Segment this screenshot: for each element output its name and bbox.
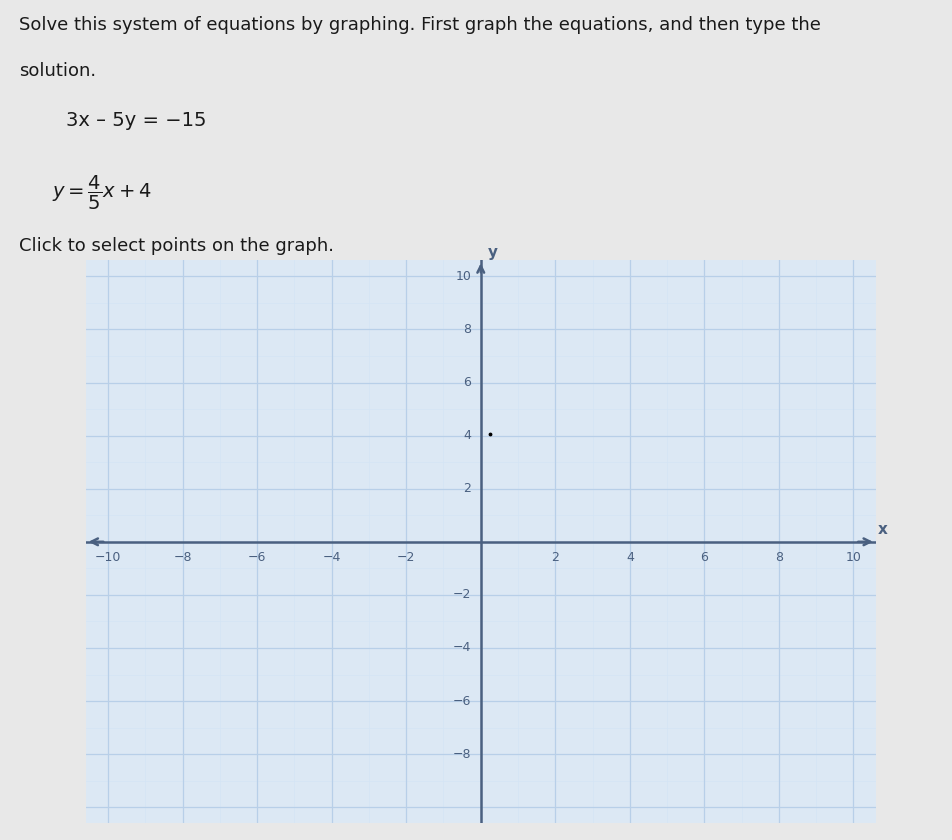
Text: 6: 6 [701,551,708,564]
Text: −4: −4 [453,642,471,654]
Text: −6: −6 [453,695,471,707]
Text: 2: 2 [551,551,559,564]
Text: −6: −6 [248,551,267,564]
Text: −4: −4 [323,551,341,564]
Text: −10: −10 [95,551,121,564]
Text: 10: 10 [456,270,471,283]
Text: Solve this system of equations by graphing. First graph the equations, and then : Solve this system of equations by graphi… [19,16,821,34]
Text: $y = \dfrac{4}{5}x + 4$: $y = \dfrac{4}{5}x + 4$ [51,174,151,213]
Text: 2: 2 [464,482,471,496]
Text: 6: 6 [464,376,471,389]
Text: Click to select points on the graph.: Click to select points on the graph. [19,238,334,255]
Text: −8: −8 [453,748,471,761]
Text: 3x – 5y = −15: 3x – 5y = −15 [66,111,207,129]
Text: −2: −2 [453,588,471,601]
Text: −8: −8 [173,551,192,564]
Text: solution.: solution. [19,62,96,80]
Text: 8: 8 [775,551,783,564]
Text: 4: 4 [625,551,634,564]
Text: 4: 4 [464,429,471,442]
Text: x: x [878,522,887,537]
Text: −2: −2 [397,551,415,564]
Text: 8: 8 [464,323,471,336]
Text: y: y [487,245,498,260]
Text: 10: 10 [845,551,862,564]
